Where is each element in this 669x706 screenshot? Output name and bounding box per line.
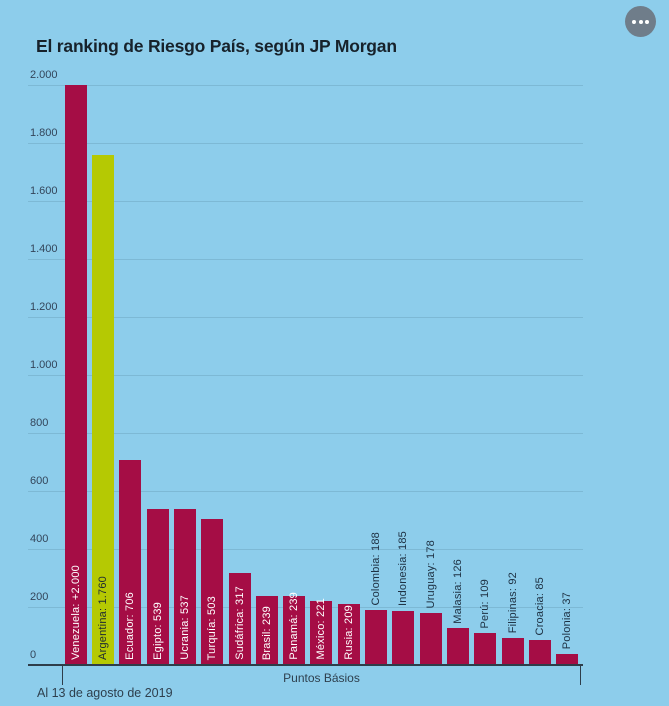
x-axis-label: Puntos Básios xyxy=(283,671,360,685)
bar-value-label-egipto: Egipto: 539 xyxy=(151,602,164,660)
ellipsis-icon xyxy=(632,19,649,24)
bar-value-label-malasia: Malasia: 126 xyxy=(452,558,465,624)
bar-slot-croacia: Croacia: 85 xyxy=(526,85,553,665)
bar-slot-egipto: Egipto: 539 xyxy=(144,85,171,665)
bar-sudafrica xyxy=(228,573,251,665)
bar-ucrania xyxy=(173,509,196,665)
options-menu-button[interactable] xyxy=(625,6,656,37)
bar-slot-uruguay: Uruguay: 178 xyxy=(417,85,444,665)
bar-value-label-colombia: Colombia: 188 xyxy=(370,531,383,606)
bar-slot-ucrania: Ucrania: 537 xyxy=(171,85,198,665)
bar-polonia xyxy=(556,654,579,665)
bar-value-label-filipinas: Filipinas: 92 xyxy=(506,572,519,634)
bar-slot-filipinas: Filipinas: 92 xyxy=(499,85,526,665)
bar-slot-argentina: Argentina: 1.760 xyxy=(89,85,116,665)
gridline xyxy=(28,259,583,260)
bar-slot-panama: Panamá: 239 xyxy=(281,85,308,665)
bar-slot-peru: Perú: 109 xyxy=(472,85,499,665)
bar-slot-venezuela: Venezuela: +2.000 xyxy=(62,85,89,665)
x-axis-tick-right xyxy=(580,666,581,685)
gridline xyxy=(28,201,583,202)
bar-venezuela xyxy=(64,85,87,665)
bar-value-label-venezuela: Venezuela: +2.000 xyxy=(69,565,82,660)
y-axis-tick-label: 800 xyxy=(30,417,49,429)
gridline xyxy=(28,85,583,86)
bar-slot-rusia: Rusia: 209 xyxy=(335,85,362,665)
bar-value-label-mexico: México: 221 xyxy=(315,598,328,660)
y-axis-tick-label: 600 xyxy=(30,475,49,487)
bar-turquia xyxy=(201,519,224,665)
gridline xyxy=(28,607,583,608)
bar-slot-brasil: Brasil: 239 xyxy=(253,85,280,665)
bar-slot-polonia: Polonia: 37 xyxy=(554,85,581,665)
bar-rusia xyxy=(337,604,360,665)
bar-value-label-sudafrica: Sudáfrica: 317 xyxy=(233,586,246,660)
gridline xyxy=(28,317,583,318)
bar-ecuador xyxy=(119,460,142,665)
bar-slot-ecuador: Ecuador: 706 xyxy=(117,85,144,665)
y-axis-tick-label: 200 xyxy=(30,591,49,603)
y-axis-tick-label: 1.600 xyxy=(30,185,58,197)
bar-value-label-ucrania: Ucrania: 537 xyxy=(178,595,191,660)
bar-value-label-polonia: Polonia: 37 xyxy=(561,592,574,650)
bar-value-label-peru: Perú: 109 xyxy=(479,578,492,629)
bar-value-label-ecuador: Ecuador: 706 xyxy=(124,592,137,660)
footnote: Al 13 de agosto de 2019 xyxy=(37,686,173,700)
bar-argentina xyxy=(91,154,114,665)
bar-colombia xyxy=(365,610,388,665)
bar-indonesia xyxy=(392,611,415,665)
bar-malasia xyxy=(447,628,470,665)
bar-mexico xyxy=(310,600,333,665)
y-axis-tick-label: 1.800 xyxy=(30,127,58,139)
bar-slot-turquia: Turquía: 503 xyxy=(199,85,226,665)
y-axis-tick-label: 1.400 xyxy=(30,243,58,255)
bar-filipinas xyxy=(501,638,524,665)
gridline xyxy=(28,433,583,434)
bar-brasil xyxy=(255,595,278,665)
bar-peru xyxy=(474,633,497,665)
bar-value-label-indonesia: Indonesia: 185 xyxy=(397,531,410,607)
y-axis-tick-label: 400 xyxy=(30,533,49,545)
y-axis-tick-label: 1.000 xyxy=(30,359,58,371)
bar-croacia xyxy=(528,640,551,665)
bar-slot-malasia: Malasia: 126 xyxy=(444,85,471,665)
gridline xyxy=(28,143,583,144)
bar-chart-plot-area: Venezuela: +2.000 Argentina: 1.760 Ecuador… xyxy=(62,85,581,665)
gridline xyxy=(28,375,583,376)
bar-value-label-rusia: Rusia: 209 xyxy=(342,605,355,660)
gridline xyxy=(28,491,583,492)
gridline xyxy=(28,549,583,550)
y-axis-tick-label: 1.200 xyxy=(30,301,58,313)
bar-egipto xyxy=(146,508,169,665)
x-axis-tick-left xyxy=(62,666,63,685)
bar-slot-indonesia: Indonesia: 185 xyxy=(390,85,417,665)
bar-slot-colombia: Colombia: 188 xyxy=(362,85,389,665)
bar-value-label-brasil: Brasil: 239 xyxy=(260,605,273,660)
bar-value-label-uruguay: Uruguay: 178 xyxy=(424,539,437,609)
bar-value-label-croacia: Croacia: 85 xyxy=(533,576,546,636)
y-axis-tick-label: 0 xyxy=(30,649,37,661)
bar-slot-sudafrica: Sudáfrica: 317 xyxy=(226,85,253,665)
bar-panama xyxy=(283,595,306,665)
bar-value-label-panama: Panamá: 239 xyxy=(288,592,301,660)
chart-title: El ranking de Riesgo País, según JP Morg… xyxy=(36,36,397,56)
y-axis-tick-label: 2.000 xyxy=(30,69,58,81)
x-axis-line xyxy=(28,664,583,666)
bar-slot-mexico: México: 221 xyxy=(308,85,335,665)
bar-uruguay xyxy=(419,613,442,665)
bar-value-label-argentina: Argentina: 1.760 xyxy=(96,576,109,660)
bar-value-label-turquia: Turquía: 503 xyxy=(206,595,219,660)
